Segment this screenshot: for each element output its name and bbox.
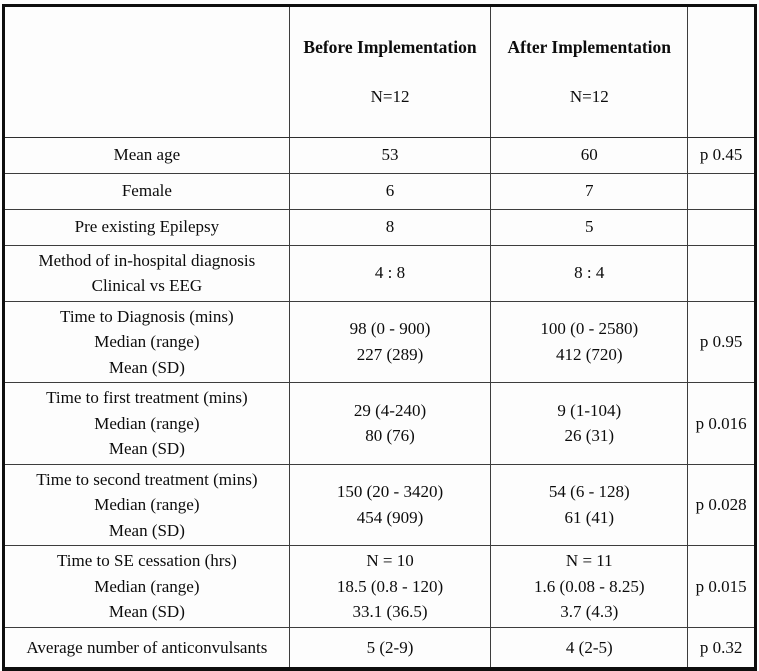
after-value: 5 [490, 208, 689, 246]
after-value: 54 (6 - 128) 61 (41) [490, 463, 689, 547]
p-value: p 0.95 [687, 300, 756, 384]
header-empty-right-cell [687, 5, 756, 138]
page: Before Implementation N=12 After Impleme… [2, 4, 757, 671]
header-before-title: Before Implementation [303, 36, 477, 57]
p-value: p 0.028 [687, 463, 756, 547]
row-label: Time to first treatment (mins) Median (r… [3, 382, 290, 465]
row-label: Mean age [3, 136, 290, 174]
before-value: 8 [288, 208, 492, 246]
table-row-mean-age: Mean age 53 60 p 0.45 [3, 136, 756, 174]
row-label: Pre existing Epilepsy [3, 208, 290, 246]
after-value: 4 (2-5) [490, 626, 689, 670]
table-row-diagnosis-method: Method of in-hospital diagnosis Clinical… [3, 244, 756, 302]
table-header-row: Before Implementation N=12 After Impleme… [3, 5, 756, 138]
after-value: 9 (1-104) 26 (31) [490, 382, 689, 465]
p-value: p 0.32 [687, 626, 756, 670]
header-empty-left-cell [3, 5, 290, 138]
before-value: 98 (0 - 900) 227 (289) [288, 300, 492, 384]
after-value: 60 [490, 136, 689, 174]
before-value: 4 : 8 [288, 244, 492, 302]
row-label: Time to Diagnosis (mins) Median (range) … [3, 300, 290, 384]
before-value: 6 [288, 172, 492, 210]
table-row-pre-existing-epilepsy: Pre existing Epilepsy 8 5 [3, 208, 756, 246]
table-row-time-to-diagnosis: Time to Diagnosis (mins) Median (range) … [3, 300, 756, 384]
p-value: p 0.016 [687, 382, 756, 465]
p-value: p 0.015 [687, 545, 756, 628]
before-value: N = 10 18.5 (0.8 - 120) 33.1 (36.5) [288, 545, 492, 628]
before-value: 150 (20 - 3420) 454 (909) [288, 463, 492, 547]
p-value [687, 208, 756, 246]
table-row-time-to-se-cessation: Time to SE cessation (hrs) Median (range… [3, 545, 756, 628]
row-label: Average number of anticonvulsants [3, 626, 290, 670]
after-value: 7 [490, 172, 689, 210]
row-label: Female [3, 172, 290, 210]
after-value: N = 11 1.6 (0.08 - 8.25) 3.7 (4.3) [490, 545, 689, 628]
table-row-anticonvulsants: Average number of anticonvulsants 5 (2-9… [3, 626, 756, 670]
header-after-cell: After Implementation N=12 [490, 5, 689, 138]
before-value: 29 (4-240) 80 (76) [288, 382, 492, 465]
after-value: 8 : 4 [490, 244, 689, 302]
header-after-title: After Implementation [507, 36, 672, 57]
table-row-time-to-second-treatment: Time to second treatment (mins) Median (… [3, 463, 756, 547]
table-row-female: Female 6 7 [3, 172, 756, 210]
header-before-n: N=12 [370, 87, 410, 107]
p-value [687, 172, 756, 210]
row-label: Time to second treatment (mins) Median (… [3, 463, 290, 547]
after-value: 100 (0 - 2580) 412 (720) [490, 300, 689, 384]
header-before-cell: Before Implementation N=12 [288, 5, 492, 138]
p-value: p 0.45 [687, 136, 756, 174]
header-after-n: N=12 [569, 87, 609, 107]
before-value: 5 (2-9) [288, 626, 492, 670]
p-value [687, 244, 756, 302]
before-value: 53 [288, 136, 492, 174]
row-label: Time to SE cessation (hrs) Median (range… [3, 545, 290, 628]
row-label: Method of in-hospital diagnosis Clinical… [3, 244, 290, 302]
results-table: Before Implementation N=12 After Impleme… [2, 4, 757, 671]
table-row-time-to-first-treatment: Time to first treatment (mins) Median (r… [3, 382, 756, 465]
